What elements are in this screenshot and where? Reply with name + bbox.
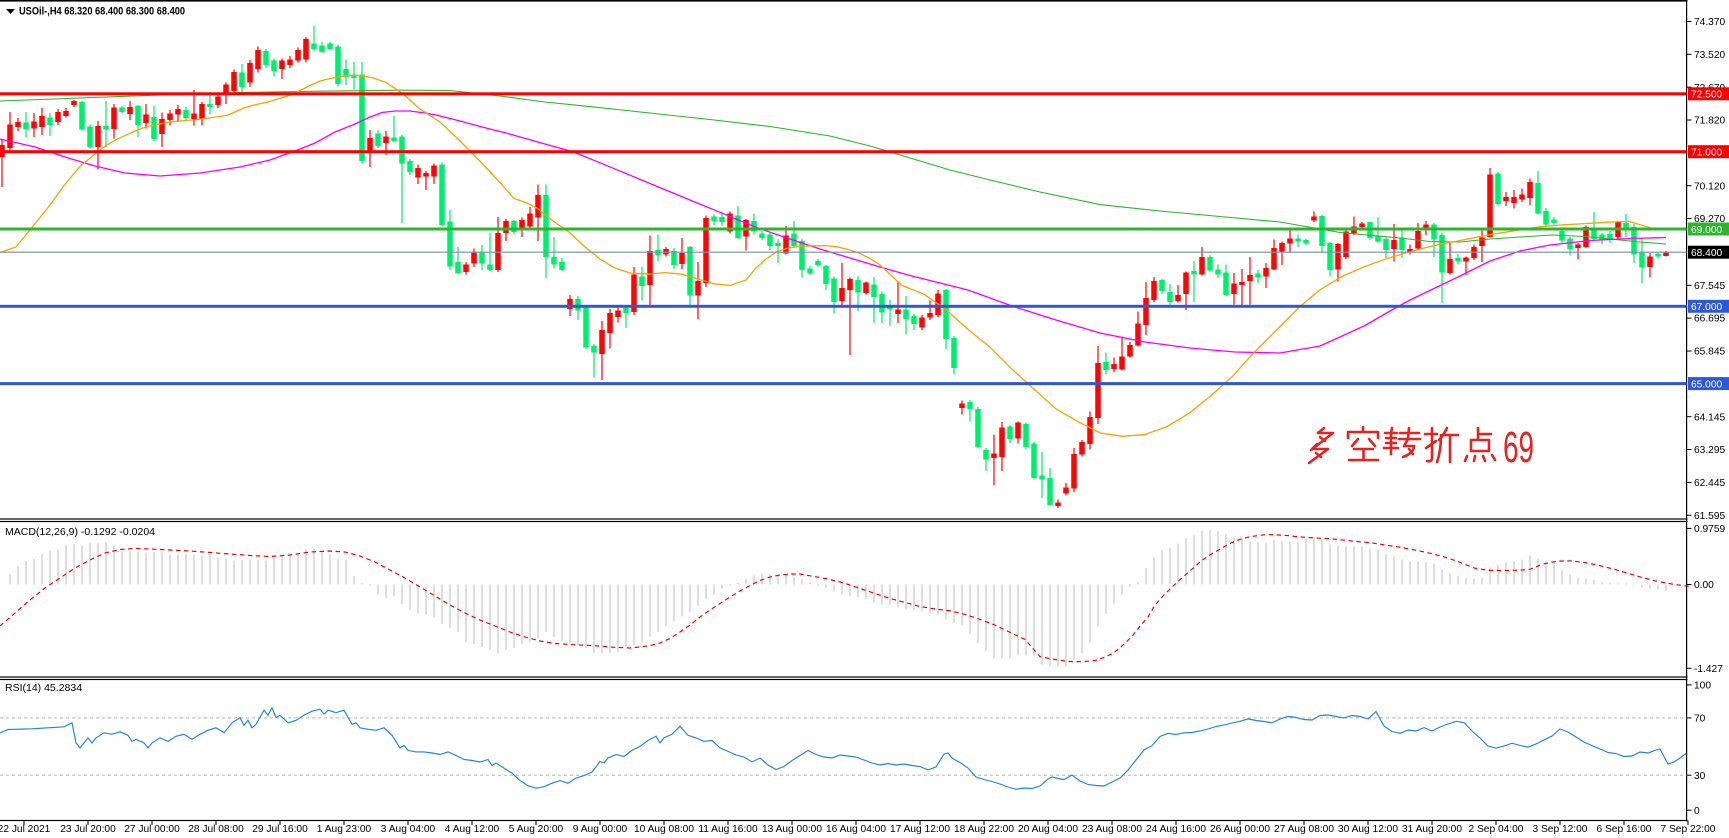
svg-text:64.145: 64.145 bbox=[1694, 412, 1725, 423]
svg-text:31 Aug 20:00: 31 Aug 20:00 bbox=[1402, 824, 1462, 835]
svg-text:28 Jul 08:00: 28 Jul 08:00 bbox=[188, 824, 244, 835]
svg-text:3 Aug 04:00: 3 Aug 04:00 bbox=[381, 824, 436, 835]
svg-text:0.00: 0.00 bbox=[1694, 580, 1714, 591]
svg-text:1 Aug 23:00: 1 Aug 23:00 bbox=[317, 824, 372, 835]
svg-text:73.520: 73.520 bbox=[1694, 50, 1725, 61]
svg-text:72.500: 72.500 bbox=[1691, 90, 1722, 101]
svg-text:USOil-,H4 68.320 68.400 68.30: USOil-,H4 68.320 68.400 68.300 68.400 bbox=[19, 6, 185, 18]
svg-text:0: 0 bbox=[1694, 806, 1700, 817]
svg-text:24 Aug 16:00: 24 Aug 16:00 bbox=[1146, 824, 1206, 835]
svg-text:74.370: 74.370 bbox=[1694, 17, 1725, 28]
svg-text:29 Jul 16:00: 29 Jul 16:00 bbox=[252, 824, 308, 835]
svg-text:71.000: 71.000 bbox=[1691, 148, 1722, 159]
svg-text:MACD(12,26,9) -0.1292 -0.0204: MACD(12,26,9) -0.1292 -0.0204 bbox=[5, 526, 155, 538]
svg-text:100: 100 bbox=[1694, 681, 1711, 692]
svg-text:63.295: 63.295 bbox=[1694, 445, 1725, 456]
svg-text:16 Aug 04:00: 16 Aug 04:00 bbox=[826, 824, 886, 835]
svg-text:20 Aug 04:00: 20 Aug 04:00 bbox=[1018, 824, 1078, 835]
svg-text:3 Sep 12:00: 3 Sep 12:00 bbox=[1533, 824, 1588, 835]
svg-text:0.9759: 0.9759 bbox=[1694, 524, 1725, 535]
svg-text:27 Jul 00:00: 27 Jul 00:00 bbox=[124, 824, 180, 835]
svg-text:67.545: 67.545 bbox=[1694, 281, 1725, 292]
svg-text:27 Aug 08:00: 27 Aug 08:00 bbox=[1274, 824, 1334, 835]
svg-text:68.400: 68.400 bbox=[1691, 248, 1722, 259]
svg-text:61.595: 61.595 bbox=[1694, 511, 1725, 522]
svg-text:66.695: 66.695 bbox=[1694, 314, 1725, 325]
svg-text:69: 69 bbox=[1503, 423, 1534, 472]
svg-text:17 Aug 12:00: 17 Aug 12:00 bbox=[890, 824, 950, 835]
svg-text:67.000: 67.000 bbox=[1691, 302, 1722, 313]
svg-text:RSI(14) 45.2834: RSI(14) 45.2834 bbox=[5, 682, 82, 694]
svg-text:11 Aug 16:00: 11 Aug 16:00 bbox=[698, 824, 758, 835]
svg-text:65.000: 65.000 bbox=[1691, 379, 1722, 390]
svg-text:69.270: 69.270 bbox=[1694, 214, 1725, 225]
svg-text:30 Aug 12:00: 30 Aug 12:00 bbox=[1338, 824, 1398, 835]
svg-text:18 Aug 22:00: 18 Aug 22:00 bbox=[954, 824, 1014, 835]
svg-text:30: 30 bbox=[1694, 771, 1706, 782]
svg-text:9 Aug 00:00: 9 Aug 00:00 bbox=[573, 824, 628, 835]
svg-text:23 Aug 08:00: 23 Aug 08:00 bbox=[1082, 824, 1142, 835]
svg-text:2 Sep 04:00: 2 Sep 04:00 bbox=[1469, 824, 1524, 835]
svg-text:-1.427: -1.427 bbox=[1694, 664, 1723, 675]
svg-text:5 Aug 20:00: 5 Aug 20:00 bbox=[509, 824, 564, 835]
svg-text:22 Jul 2021: 22 Jul 2021 bbox=[0, 824, 51, 835]
svg-text:69.000: 69.000 bbox=[1691, 225, 1722, 236]
svg-text:10 Aug 08:00: 10 Aug 08:00 bbox=[634, 824, 694, 835]
svg-text:6 Sep 16:00: 6 Sep 16:00 bbox=[1597, 824, 1652, 835]
svg-text:26 Aug 00:00: 26 Aug 00:00 bbox=[1210, 824, 1270, 835]
svg-text:70: 70 bbox=[1694, 714, 1706, 725]
svg-text:71.820: 71.820 bbox=[1694, 116, 1725, 127]
svg-text:7 Sep 22:00: 7 Sep 22:00 bbox=[1661, 824, 1716, 835]
svg-text:4 Aug 12:00: 4 Aug 12:00 bbox=[445, 824, 500, 835]
svg-text:13 Aug 00:00: 13 Aug 00:00 bbox=[762, 824, 822, 835]
svg-text:23 Jul 20:00: 23 Jul 20:00 bbox=[60, 824, 116, 835]
svg-text:62.445: 62.445 bbox=[1694, 478, 1725, 489]
svg-text:65.845: 65.845 bbox=[1694, 347, 1725, 358]
svg-text:70.120: 70.120 bbox=[1694, 181, 1725, 192]
